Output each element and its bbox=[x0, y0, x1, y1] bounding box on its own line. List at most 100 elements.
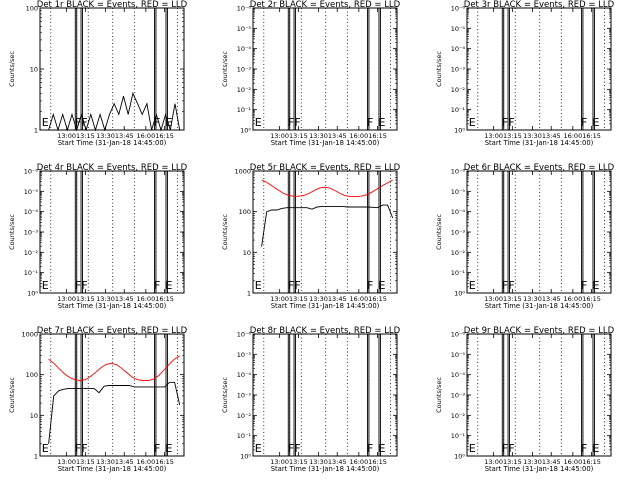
x-tick-label: 13:15 bbox=[76, 458, 95, 466]
x-tick-label: 13:30 bbox=[523, 132, 542, 140]
event-flag-marker: F bbox=[502, 116, 508, 129]
event-flag-marker: E bbox=[593, 116, 600, 129]
plot-frame bbox=[39, 170, 185, 294]
y-axis-label: Counts/sec bbox=[221, 377, 229, 413]
event-flag-marker: F bbox=[75, 442, 81, 455]
y-tick-label: 10⁻⁶ bbox=[237, 5, 252, 13]
event-flag-marker: F bbox=[581, 279, 587, 292]
panel-title: Det 5r BLACK = Events, RED = LLD bbox=[250, 163, 401, 173]
event-flag-marker: E bbox=[42, 116, 49, 129]
x-axis-label: Start Time (31-Jan-18 14:45:00) bbox=[271, 302, 380, 310]
panel-det-9: Det 9r BLACK = Events, RED = LLD Counts/s… bbox=[435, 326, 615, 473]
y-tick-label: 10⁻³ bbox=[24, 229, 39, 237]
y-tick-label: 10⁻² bbox=[24, 249, 39, 257]
panel-det-8: Det 8r BLACK = Events, RED = LLD Counts/s… bbox=[221, 326, 401, 473]
panel-det-5: Det 5r BLACK = Events, RED = LLD Counts/s… bbox=[221, 163, 401, 310]
event-flag-marker: F bbox=[508, 116, 514, 129]
event-flag-marker: F bbox=[288, 279, 294, 292]
event-flag-marker: E bbox=[593, 279, 600, 292]
y-tick-label: 10⁻¹ bbox=[451, 269, 466, 277]
x-tick-label: 13:15 bbox=[289, 295, 308, 303]
x-axis-label: Start Time (31-Jan-18 14:45:00) bbox=[58, 302, 167, 310]
y-tick-label: 10⁰ bbox=[454, 290, 465, 298]
y-tick-label: 10⁻¹ bbox=[237, 106, 252, 114]
y-tick-label: 10⁻³ bbox=[451, 66, 466, 74]
y-tick-label: 1000 bbox=[21, 331, 38, 339]
x-tick-label: 16:00 bbox=[136, 458, 155, 466]
plot-frame bbox=[252, 170, 398, 294]
x-tick-label: 13:30 bbox=[309, 458, 328, 466]
panel-title: Det 1r BLACK = Events, RED = LLD bbox=[37, 0, 188, 10]
event-flag-marker: F bbox=[367, 116, 373, 129]
event-flag-marker: F bbox=[294, 279, 300, 292]
x-tick-label: 13:00 bbox=[484, 458, 503, 466]
y-tick-label: 10 bbox=[30, 66, 38, 74]
event-flag-marker: E bbox=[379, 116, 386, 129]
y-tick-label: 100 bbox=[26, 371, 38, 379]
x-tick-label: 13:00 bbox=[484, 132, 503, 140]
y-tick-label: 10⁻¹ bbox=[237, 432, 252, 440]
event-flag-marker: E bbox=[166, 279, 173, 292]
y-tick-label: 10⁰ bbox=[240, 127, 251, 135]
x-tick-label: 16:15 bbox=[368, 295, 387, 303]
event-flag-marker: F bbox=[288, 442, 294, 455]
panel-det-1: Det 1r BLACK = Events, RED = LLD Counts/s… bbox=[8, 0, 188, 147]
x-tick-label: 16:00 bbox=[349, 458, 368, 466]
y-tick-label: 10⁻² bbox=[237, 86, 252, 94]
x-tick-label: 13:00 bbox=[270, 458, 289, 466]
x-tick-label: 13:30 bbox=[309, 295, 328, 303]
event-flag-marker: F bbox=[367, 442, 373, 455]
y-tick-label: 10⁻² bbox=[451, 412, 466, 420]
y-tick-label: 10⁻⁵ bbox=[451, 351, 466, 359]
x-tick-label: 13:45 bbox=[542, 132, 561, 140]
event-flag-marker: F bbox=[154, 442, 160, 455]
x-tick-label: 13:45 bbox=[115, 458, 134, 466]
x-tick-label: 13:00 bbox=[484, 295, 503, 303]
y-tick-label: 1000 bbox=[234, 168, 251, 176]
x-tick-label: 16:00 bbox=[563, 295, 582, 303]
y-tick-label: 10⁻⁴ bbox=[451, 208, 466, 216]
event-flag-marker: F bbox=[502, 279, 508, 292]
event-flag-marker: F bbox=[154, 279, 160, 292]
x-tick-label: 13:30 bbox=[96, 132, 115, 140]
y-axis-label: Counts/sec bbox=[221, 51, 229, 87]
events-series-line bbox=[261, 204, 394, 247]
y-axis-label: Counts/sec bbox=[435, 377, 443, 413]
x-tick-label: 13:30 bbox=[96, 458, 115, 466]
x-tick-label: 16:15 bbox=[582, 132, 601, 140]
x-axis-label: Start Time (31-Jan-18 14:45:00) bbox=[485, 139, 594, 147]
event-flag-marker: E bbox=[42, 442, 49, 455]
y-tick-label: 1 bbox=[34, 453, 38, 461]
events-series-line bbox=[48, 381, 181, 444]
x-tick-label: 13:45 bbox=[115, 295, 134, 303]
x-tick-label: 13:15 bbox=[76, 132, 95, 140]
y-tick-label: 10⁻⁴ bbox=[451, 371, 466, 379]
y-tick-label: 10⁰ bbox=[454, 127, 465, 135]
x-tick-label: 16:00 bbox=[563, 458, 582, 466]
y-tick-label: 10⁻⁵ bbox=[451, 25, 466, 33]
event-flag-marker: E bbox=[255, 442, 262, 455]
plot-frame bbox=[39, 7, 185, 131]
event-flag-marker: F bbox=[581, 442, 587, 455]
x-tick-label: 13:15 bbox=[289, 458, 308, 466]
x-tick-label: 13:00 bbox=[270, 132, 289, 140]
y-tick-label: 10⁻¹ bbox=[451, 106, 466, 114]
y-tick-label: 10⁻⁴ bbox=[237, 45, 252, 53]
plot-frame bbox=[252, 7, 398, 131]
event-flag-marker: E bbox=[255, 279, 262, 292]
x-tick-label: 16:00 bbox=[349, 295, 368, 303]
x-axis-label: Start Time (31-Jan-18 14:45:00) bbox=[271, 139, 380, 147]
y-tick-label: 100 bbox=[26, 5, 38, 13]
x-axis-label: Start Time (31-Jan-18 14:45:00) bbox=[58, 465, 167, 473]
y-tick-label: 10⁻⁴ bbox=[237, 371, 252, 379]
panel-title: Det 6r BLACK = Events, RED = LLD bbox=[464, 163, 615, 173]
plot-frame bbox=[466, 333, 612, 457]
x-tick-label: 13:15 bbox=[289, 132, 308, 140]
y-tick-label: 100 bbox=[239, 208, 251, 216]
x-tick-label: 13:30 bbox=[96, 295, 115, 303]
x-tick-label: 13:30 bbox=[309, 132, 328, 140]
event-flag-marker: F bbox=[154, 116, 160, 129]
event-flag-marker: F bbox=[81, 442, 87, 455]
x-tick-label: 13:30 bbox=[523, 458, 542, 466]
